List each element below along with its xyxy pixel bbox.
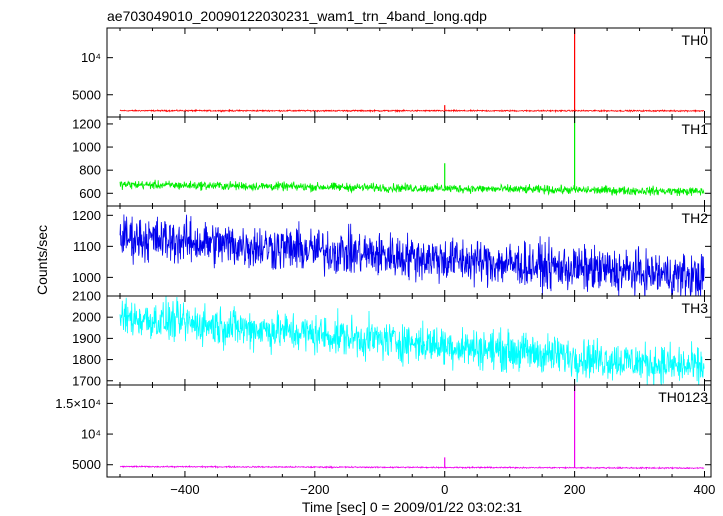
y-tick-label: 1.5×10⁴	[55, 396, 101, 411]
y-tick-label: 1100	[73, 239, 101, 254]
y-tick-label: 10⁴	[81, 427, 101, 442]
series-line-th1	[119, 179, 705, 197]
panel-frame	[106, 205, 712, 297]
y-tick-label: 1200	[72, 208, 101, 223]
panel-th0: 5000 10⁴ TH0	[72, 27, 712, 118]
x-axis-title: Time [sec] 0 = 2009/01/22 03:02:31	[302, 499, 522, 515]
y-tick-label: 5000	[72, 87, 101, 102]
series-line-th0	[119, 108, 705, 114]
series-line-th0123	[119, 464, 705, 470]
panel-frame	[106, 27, 712, 118]
panel-th0123: 5000 10⁴ 1.5×10⁴ TH0123	[55, 384, 712, 478]
panel-label-th2: TH2	[682, 210, 709, 226]
panel-frame	[106, 384, 712, 478]
panel-frame	[106, 116, 712, 207]
panel-label-th0: TH0	[682, 32, 709, 48]
x-tick-label: −200	[300, 482, 329, 497]
panels-group: 5000 10⁴ TH0 600 800 1000 1200 TH1 1000 1100 1200 T…	[55, 27, 712, 478]
x-tick-labels: −400 −200 0 200 400	[170, 482, 715, 497]
x-tick-label: 400	[694, 482, 716, 497]
y-tick-label: 600	[79, 186, 101, 201]
panel-th1: 600 800 1000 1200 TH1	[72, 116, 712, 207]
panel-th2: 1000 1100 1200 TH2	[72, 205, 712, 297]
y-tick-label: 1200	[72, 116, 101, 131]
y-tick-label: 10⁴	[81, 50, 101, 65]
y-tick-label: 1000	[72, 140, 101, 155]
x-tick-label: 200	[564, 482, 586, 497]
y-tick-label: 1000	[72, 270, 101, 285]
y-tick-label: 1800	[72, 352, 101, 367]
y-tick-label: 2100	[72, 289, 101, 304]
x-tick-label: 0	[441, 482, 448, 497]
chart-title: ae703049010_20090122030231_wam1_trn_4ban…	[107, 8, 487, 24]
x-tick-label: −400	[170, 482, 199, 497]
y-tick-label: 5000	[72, 457, 101, 472]
y-tick-label: 800	[79, 163, 101, 178]
y-axis-title: Counts/sec	[34, 225, 50, 295]
series-line-th2	[119, 214, 705, 296]
panel-label-th0123: TH0123	[658, 389, 708, 405]
series-line-th3	[119, 296, 705, 385]
panel-label-th3: TH3	[682, 300, 709, 316]
panel-th3: 1700 1800 1900 2000 2100 TH3	[72, 289, 712, 388]
y-tick-label: 1900	[72, 331, 101, 346]
y-tick-label: 2000	[72, 310, 101, 325]
panel-label-th1: TH1	[682, 121, 709, 137]
y-tick-label: 1700	[72, 373, 101, 388]
